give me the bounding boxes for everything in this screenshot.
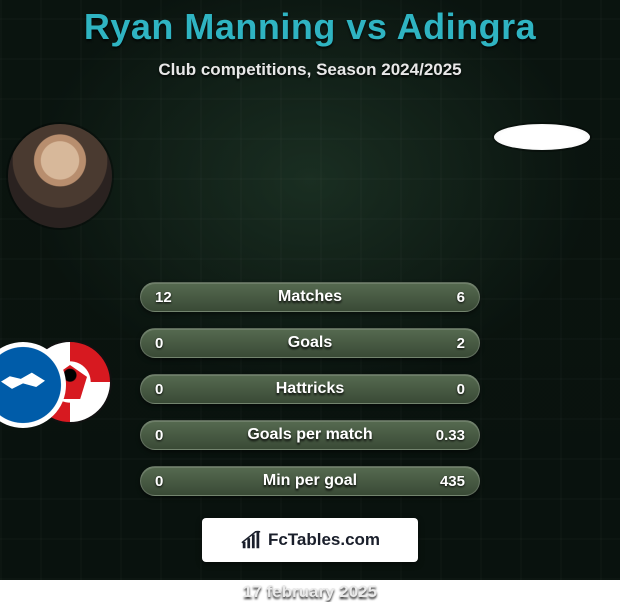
stat-label: Goals xyxy=(195,334,425,352)
date-text: 17 february 2025 xyxy=(0,582,620,602)
stat-left-value: 12 xyxy=(155,289,195,306)
stat-right-value: 435 xyxy=(425,473,465,490)
page-title: Ryan Manning vs Adingra xyxy=(0,0,620,48)
stat-label: Min per goal xyxy=(195,472,425,490)
stat-right-value: 0.33 xyxy=(425,427,465,444)
stat-right-value: 0 xyxy=(425,381,465,398)
chart-icon xyxy=(240,529,262,551)
branding-card: FcTables.com xyxy=(202,518,418,562)
stat-label: Hattricks xyxy=(195,380,425,398)
stat-row-hattricks: 0 Hattricks 0 xyxy=(140,374,480,404)
branding-text: FcTables.com xyxy=(268,530,380,550)
player-left-photo xyxy=(8,124,112,228)
stat-right-value: 6 xyxy=(425,289,465,306)
stat-left-value: 0 xyxy=(155,381,195,398)
stat-row-goals: 0 Goals 2 xyxy=(140,328,480,358)
stat-right-value: 2 xyxy=(425,335,465,352)
stat-left-value: 0 xyxy=(155,427,195,444)
stat-row-matches: 12 Matches 6 xyxy=(140,282,480,312)
stat-label: Goals per match xyxy=(195,426,425,444)
stat-label: Matches xyxy=(195,288,425,306)
subtitle: Club competitions, Season 2024/2025 xyxy=(0,60,620,80)
stat-row-goals-per-match: 0 Goals per match 0.33 xyxy=(140,420,480,450)
comparison-card: Ryan Manning vs Adingra Club competition… xyxy=(0,0,620,602)
stat-row-min-per-goal: 0 Min per goal 435 xyxy=(140,466,480,496)
stat-left-value: 0 xyxy=(155,335,195,352)
player-right-photo xyxy=(494,124,590,150)
stat-left-value: 0 xyxy=(155,473,195,490)
